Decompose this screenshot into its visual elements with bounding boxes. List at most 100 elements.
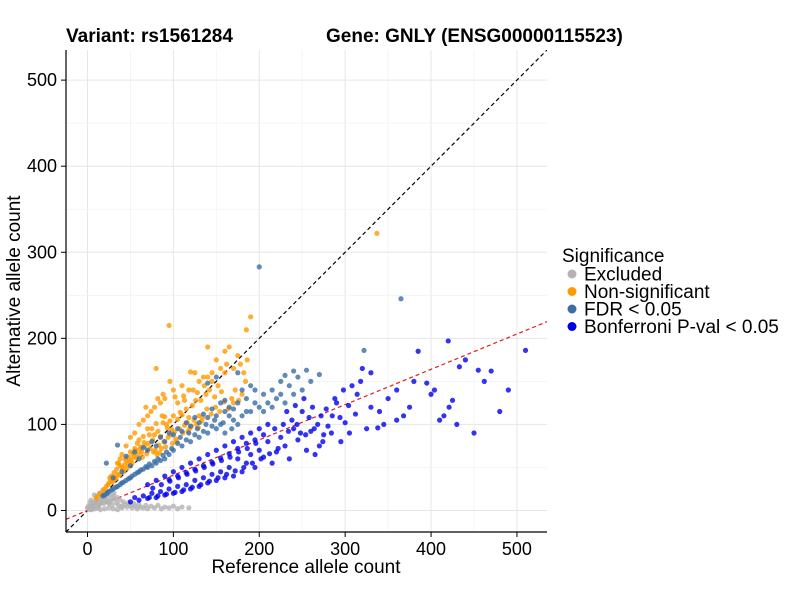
data-point bbox=[159, 413, 165, 419]
data-point bbox=[205, 374, 211, 380]
data-point bbox=[222, 370, 228, 376]
data-point bbox=[153, 420, 159, 427]
data-point bbox=[291, 391, 297, 397]
reference-line-expected-ratio bbox=[66, 321, 547, 520]
series-fdr-0-05 bbox=[100, 264, 404, 499]
data-point bbox=[205, 430, 211, 436]
data-point bbox=[144, 482, 151, 488]
data-point bbox=[208, 411, 214, 417]
data-point bbox=[114, 442, 121, 448]
data-point bbox=[243, 440, 249, 446]
data-point bbox=[187, 460, 194, 466]
data-point bbox=[361, 347, 367, 353]
data-point bbox=[374, 230, 380, 236]
data-point bbox=[303, 432, 309, 438]
data-point bbox=[260, 408, 267, 415]
data-point bbox=[179, 428, 185, 434]
data-point bbox=[249, 460, 255, 466]
data-point bbox=[217, 408, 223, 415]
data-point bbox=[406, 404, 413, 410]
data-point bbox=[462, 357, 469, 363]
data-point bbox=[162, 504, 168, 510]
data-point bbox=[205, 380, 211, 386]
points bbox=[84, 230, 529, 513]
data-point bbox=[166, 430, 172, 436]
data-point bbox=[265, 421, 271, 428]
data-point bbox=[172, 489, 178, 496]
data-point bbox=[358, 378, 364, 384]
data-point bbox=[269, 404, 275, 410]
data-point bbox=[226, 404, 232, 410]
data-point bbox=[111, 470, 117, 476]
data-point bbox=[292, 402, 298, 409]
data-point bbox=[252, 437, 258, 443]
data-point bbox=[162, 395, 168, 402]
data-point bbox=[243, 395, 249, 402]
data-point bbox=[108, 487, 115, 493]
data-point bbox=[205, 414, 211, 421]
data-point bbox=[315, 421, 321, 428]
data-point bbox=[299, 408, 305, 415]
data-point bbox=[134, 470, 140, 476]
data-point bbox=[155, 395, 161, 402]
data-point bbox=[428, 391, 434, 397]
data-point bbox=[284, 408, 290, 415]
data-point bbox=[338, 439, 344, 445]
data-point bbox=[132, 449, 138, 455]
data-point bbox=[169, 445, 175, 452]
data-point bbox=[102, 506, 108, 512]
data-point bbox=[381, 421, 387, 428]
data-point bbox=[119, 505, 125, 511]
x-tick-label: 200 bbox=[244, 539, 274, 559]
data-point bbox=[166, 505, 172, 511]
data-point bbox=[187, 439, 194, 445]
data-point bbox=[162, 473, 168, 479]
data-point bbox=[282, 400, 288, 406]
data-point bbox=[252, 464, 258, 471]
data-point bbox=[170, 503, 176, 509]
data-point bbox=[256, 264, 262, 270]
data-point bbox=[286, 456, 292, 462]
legend-label: Bonferroni P-val < 0.05 bbox=[584, 317, 779, 338]
data-point bbox=[117, 482, 123, 488]
legend-swatch bbox=[567, 287, 577, 296]
data-point bbox=[177, 434, 183, 440]
data-point bbox=[144, 413, 151, 419]
data-point bbox=[186, 505, 192, 511]
data-point bbox=[192, 466, 198, 472]
data-point bbox=[316, 443, 322, 449]
data-point bbox=[398, 296, 404, 302]
data-point bbox=[239, 469, 245, 475]
data-point bbox=[222, 408, 228, 415]
data-point bbox=[126, 476, 132, 482]
data-point bbox=[189, 402, 195, 409]
data-point bbox=[166, 322, 172, 329]
data-point bbox=[237, 361, 243, 367]
data-point bbox=[155, 493, 161, 499]
data-point bbox=[345, 402, 352, 409]
data-point bbox=[260, 391, 267, 397]
data-point bbox=[337, 414, 343, 421]
legend-swatch bbox=[567, 269, 577, 279]
data-point bbox=[213, 374, 219, 380]
data-point bbox=[244, 357, 250, 363]
data-point bbox=[123, 443, 129, 449]
data-point bbox=[222, 430, 228, 436]
data-point bbox=[286, 383, 292, 389]
data-point bbox=[143, 404, 149, 410]
data-point bbox=[203, 391, 209, 397]
legend-label: FDR < 0.05 bbox=[584, 300, 682, 321]
data-point bbox=[117, 456, 123, 462]
data-point bbox=[424, 380, 430, 386]
data-point bbox=[127, 499, 134, 505]
data-point bbox=[179, 383, 185, 389]
data-point bbox=[209, 459, 215, 465]
y-tick-label: 400 bbox=[27, 156, 57, 176]
data-point bbox=[131, 453, 137, 459]
data-point bbox=[106, 505, 112, 511]
data-point bbox=[209, 370, 215, 376]
data-point bbox=[110, 475, 116, 481]
data-point bbox=[144, 426, 151, 432]
y-tick-label: 500 bbox=[27, 70, 57, 90]
data-point bbox=[206, 478, 213, 484]
